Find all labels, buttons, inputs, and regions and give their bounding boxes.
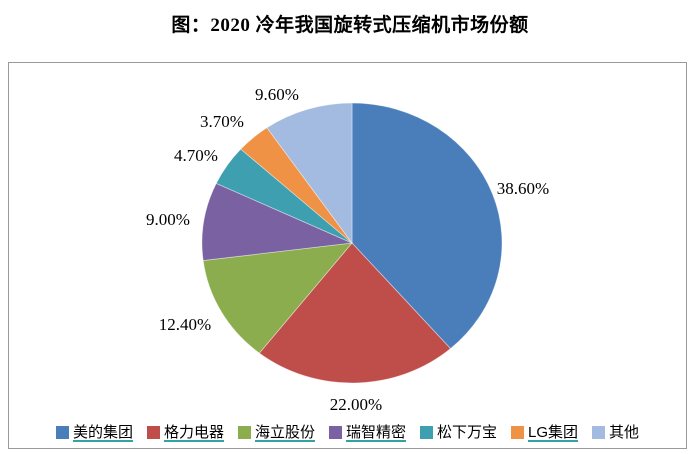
legend-item-5: 松下万宝 <box>420 423 498 442</box>
legend-item-1: 美的集团 <box>55 423 133 442</box>
legend-swatch-icon <box>328 426 342 440</box>
chart-legend: 美的集团 格力电器 海立股份 瑞智精密 松下万宝 LG集团 其他 <box>9 423 686 442</box>
legend-item-2: 格力电器 <box>146 423 224 442</box>
legend-swatch-icon <box>420 426 433 440</box>
legend-label: 美的集团 <box>72 423 133 441</box>
legend-label: 松下万宝 <box>437 423 498 441</box>
legend-item-7: 其他 <box>592 423 640 442</box>
legend-item-3: 海立股份 <box>237 423 315 442</box>
legend-swatch-icon <box>55 426 69 440</box>
legend-label: 海立股份 <box>254 423 315 441</box>
legend-swatch-icon <box>592 426 606 440</box>
legend-swatch-icon <box>511 426 525 440</box>
legend-label: 格力电器 <box>163 423 224 441</box>
legend-label: 其他 <box>609 423 640 441</box>
legend-swatch-icon <box>237 426 251 440</box>
legend-label: 瑞智精密 <box>345 423 406 441</box>
legend-item-4: 瑞智精密 <box>328 423 406 442</box>
figure-title: 图：2020 冷年我国旋转式压缩机市场份额 <box>171 15 529 36</box>
chart-frame: 美的集团 格力电器 海立股份 瑞智精密 松下万宝 LG集团 其他 <box>8 62 687 449</box>
legend-label: LG集团 <box>528 423 579 441</box>
legend-item-6: LG集团 <box>511 423 579 442</box>
legend-swatch-icon <box>146 426 160 440</box>
